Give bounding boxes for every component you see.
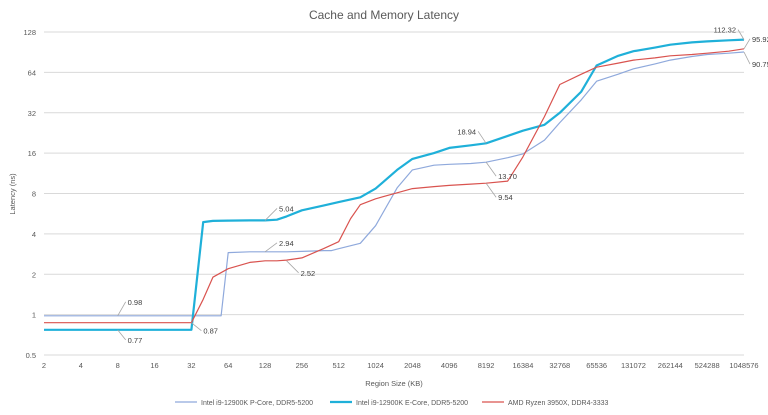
x-tick-label: 64 — [224, 361, 232, 370]
y-tick-label: 128 — [23, 28, 36, 37]
data-label: 18.94 — [457, 127, 476, 136]
data-label: 90.75 — [752, 60, 768, 69]
x-tick-label: 8 — [116, 361, 120, 370]
x-axis-label: Region Size (KB) — [365, 379, 423, 388]
y-tick-label: 16 — [28, 149, 36, 158]
data-label-leader — [264, 208, 278, 221]
y-axis-label: Latency (ns) — [8, 173, 17, 215]
x-tick-label: 2 — [42, 361, 46, 370]
y-tick-label: 2 — [32, 270, 36, 279]
x-tick-label: 131072 — [621, 361, 646, 370]
data-label: 0.87 — [203, 327, 218, 336]
data-label-leader — [485, 161, 497, 177]
data-label: 0.77 — [128, 336, 143, 345]
data-label: 0.98 — [128, 298, 143, 307]
x-tick-label: 256 — [296, 361, 309, 370]
series-line-3 — [44, 48, 745, 324]
data-label: 5.04 — [279, 204, 294, 213]
y-tick-label: 64 — [28, 68, 36, 77]
series-line-2 — [44, 38, 745, 331]
x-tick-label: 128 — [259, 361, 272, 370]
data-label-leader — [743, 51, 751, 65]
legend-label: Intel i9-12900K P-Core, DDR5-5200 — [201, 400, 313, 407]
x-tick-label: 262144 — [658, 361, 683, 370]
legend-label: AMD Ryzen 3950X, DDR4-3333 — [508, 400, 608, 407]
x-tick-label: 8192 — [478, 361, 495, 370]
data-label: 13.70 — [498, 172, 517, 181]
data-label-leader — [743, 38, 751, 50]
x-tick-label: 32 — [187, 361, 195, 370]
series-line-1 — [44, 51, 745, 317]
y-tick-label: 32 — [28, 109, 36, 118]
y-tick-label: 4 — [32, 230, 36, 239]
series-lines — [44, 38, 745, 331]
x-tick-label: 512 — [332, 361, 345, 370]
data-label: 2.52 — [301, 269, 316, 278]
x-tick-label: 4 — [79, 361, 83, 370]
data-label-leader — [737, 29, 745, 40]
data-label-leader — [264, 242, 278, 253]
x-axis-ticks: 2 4 8 16 32 64 128 256 512 1024 2048 4096 8192 16384 3… — [42, 361, 759, 370]
x-tick-label: 4096 — [441, 361, 458, 370]
legend-label: Intel i9-12900K E-Core, DDR5-5200 — [356, 400, 468, 407]
data-label-leader — [117, 301, 127, 317]
data-label: 2.94 — [279, 239, 294, 248]
legend: Intel i9-12900K P-Core, DDR5-5200 Intel i… — [175, 400, 608, 407]
x-tick-label: 32768 — [549, 361, 570, 370]
y-tick-label: 0.5 — [26, 351, 36, 360]
x-tick-label: 2048 — [404, 361, 421, 370]
data-labels: 0.98 0.77 0.87 5.04 2.94 2.52 18.94 13.70 9.54 11… — [117, 26, 768, 345]
chart-title: Cache and Memory Latency — [309, 8, 459, 22]
data-label-leader — [485, 183, 497, 198]
x-tick-label: 65536 — [586, 361, 607, 370]
x-tick-label: 1048576 — [729, 361, 758, 370]
data-label-leader — [477, 131, 487, 144]
data-label-leader — [191, 322, 202, 332]
x-tick-label: 16 — [150, 361, 158, 370]
data-label: 112.32 — [714, 26, 736, 35]
y-tick-label: 1 — [32, 311, 36, 320]
x-tick-label: 1024 — [367, 361, 384, 370]
y-axis-ticks: 0.5 1 2 4 8 16 32 64 128 — [23, 28, 36, 360]
data-label: 9.54 — [498, 193, 513, 202]
data-label-leader — [286, 260, 299, 274]
data-label: 95.92 — [752, 35, 768, 44]
x-tick-label: 16384 — [513, 361, 534, 370]
x-tick-label: 524288 — [695, 361, 720, 370]
y-tick-label: 8 — [32, 190, 36, 199]
data-label-leader — [117, 329, 126, 341]
